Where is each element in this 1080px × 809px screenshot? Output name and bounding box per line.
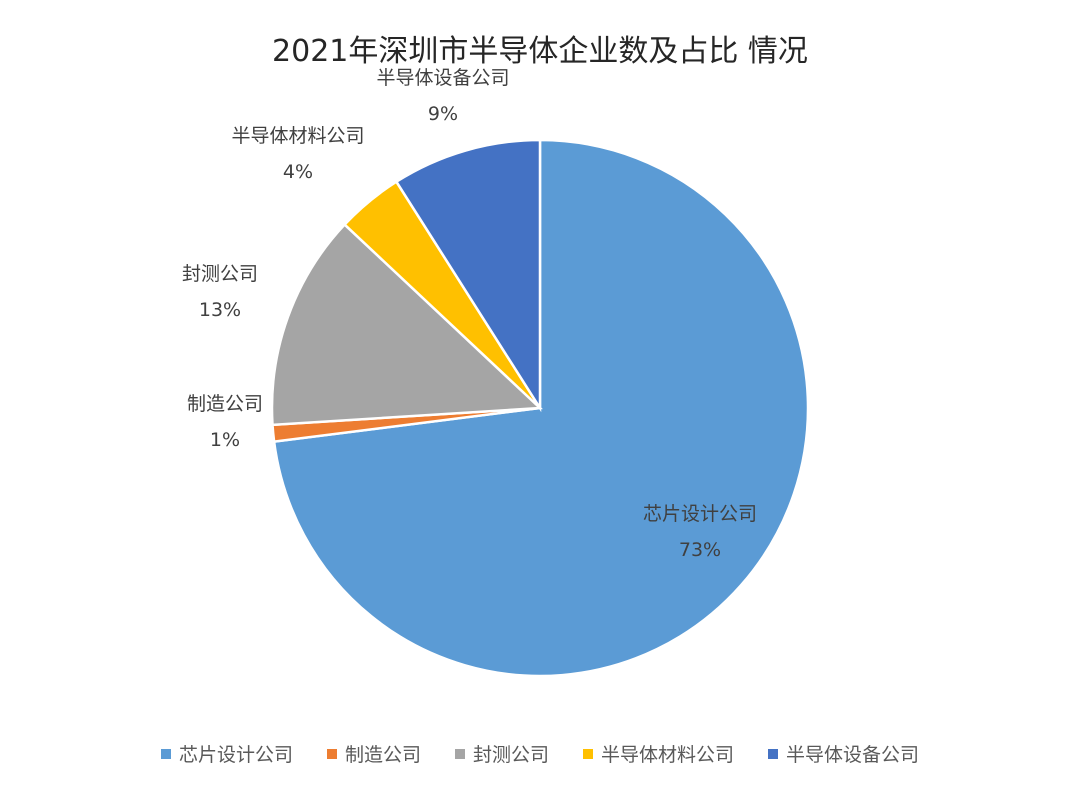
chart-title: 2021年深圳市半导体企业数及占比 情况 (272, 34, 808, 69)
legend-swatch (454, 748, 465, 759)
legend-item: 封测公司 (454, 740, 549, 767)
legend-label: 封测公司 (472, 744, 549, 766)
legend-swatch (326, 748, 337, 759)
slice-label: 制造公司 (187, 393, 263, 415)
legend-label: 半导体设备公司 (786, 744, 920, 766)
slice-percent-label: 9% (428, 103, 458, 125)
legend-label: 制造公司 (344, 744, 421, 766)
legend-item: 制造公司 (326, 740, 421, 767)
slice-label: 芯片设计公司 (643, 503, 757, 525)
slice-label: 半导体材料公司 (231, 125, 364, 147)
legend-label: 芯片设计公司 (178, 744, 293, 766)
legend-swatch (768, 748, 779, 759)
slice-percent-label: 73% (679, 539, 721, 561)
legend-swatch (583, 748, 593, 759)
slice-label: 半导体设备公司 (376, 67, 509, 89)
slice-percent-label: 1% (210, 429, 240, 451)
slice-percent-label: 13% (199, 299, 241, 321)
pie-slice (270, 222, 543, 427)
legend: 芯片设计公司 制造公司 封测公司 半导体材料公司 半导体设备公司 (0, 740, 1080, 767)
legend-label: 半导体材料公司 (601, 744, 735, 766)
legend-item: 半导体材料公司 (583, 740, 734, 767)
pie-slice (394, 138, 542, 413)
legend-item: 芯片设计公司 (160, 740, 293, 767)
slice-percent-label: 4% (283, 161, 313, 183)
slice-label: 封测公司 (182, 263, 258, 285)
legend-item: 半导体设备公司 (768, 740, 919, 767)
legend-swatch (160, 748, 171, 759)
